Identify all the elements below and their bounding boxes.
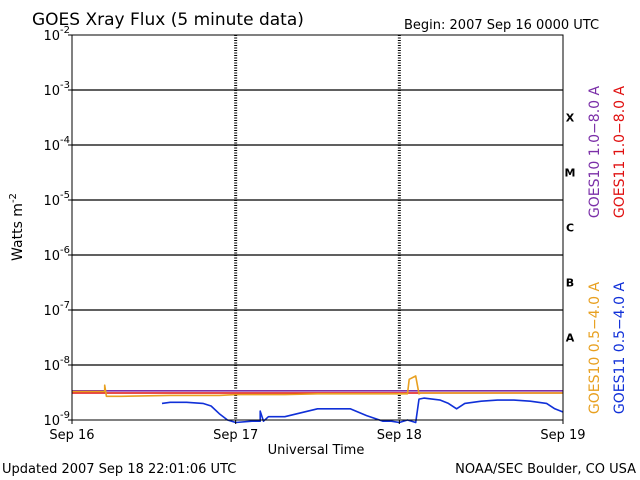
y-tick-exponent: -9 <box>60 410 70 421</box>
y-tick-label: 10-6 <box>43 245 70 264</box>
y-tick-base: 10 <box>43 29 60 44</box>
y-tick-exponent: -5 <box>60 190 70 201</box>
y-tick-exponent: -7 <box>60 300 70 311</box>
flare-class-label: B <box>566 277 574 290</box>
x-tick-label: Sep 16 <box>49 428 94 443</box>
y-axis-label-exponent: -2 <box>8 193 19 203</box>
updated-label: Updated 2007 Sep 18 22:01:06 UTC <box>2 462 236 477</box>
x-tick-label: Sep 18 <box>377 428 422 443</box>
legend-entry: GOES11 0.5−4.0 A <box>612 282 628 415</box>
y-tick-label: 10-4 <box>43 135 70 154</box>
x-axis-label: Universal Time <box>268 443 365 458</box>
plot-grid <box>72 35 563 420</box>
y-tick-base: 10 <box>43 304 60 319</box>
y-axis-label-text: Watts m <box>10 203 26 261</box>
legend: GOES10 1.0−8.0 A GOES11 1.0−8.0 A GOES10 0… <box>587 86 628 415</box>
flare-class-label: X <box>566 112 575 125</box>
legend-entry: GOES10 0.5−4.0 A <box>587 282 603 415</box>
y-tick-base: 10 <box>43 249 60 264</box>
y-tick-exponent: -3 <box>60 80 70 91</box>
flare-class-label: M <box>565 167 576 180</box>
y-tick-label: 10-8 <box>43 355 70 374</box>
series-layer <box>72 375 564 424</box>
begin-label: Begin: 2007 Sep 16 0000 UTC <box>404 18 599 33</box>
y-axis-label: Watts m-2 <box>8 193 26 261</box>
y-tick-label: 10-5 <box>43 190 70 209</box>
flare-class-label: C <box>566 222 574 235</box>
y-tick-exponent: -4 <box>60 135 70 146</box>
x-tick-label: Sep 19 <box>540 428 585 443</box>
y-tick-exponent: -6 <box>60 245 70 256</box>
chart-title: GOES Xray Flux (5 minute data) <box>32 10 304 30</box>
y-tick-exponent: -2 <box>60 25 70 36</box>
y-tick-label: 10-3 <box>43 80 70 99</box>
flare-class-labels: X M C B A <box>565 112 576 345</box>
y-tick-base: 10 <box>43 359 60 374</box>
y-tick-label: 10-7 <box>43 300 70 319</box>
x-axis: Sep 16 Sep 17 Sep 18 Sep 19 <box>49 420 586 443</box>
y-axis: 10-210-310-410-510-610-710-810-9 <box>43 25 72 429</box>
legend-entry: GOES11 1.0−8.0 A <box>612 86 628 219</box>
flare-class-label: A <box>566 332 575 345</box>
plot-frame <box>71 34 564 421</box>
y-tick-base: 10 <box>43 194 60 209</box>
y-tick-label: 10-2 <box>43 25 70 44</box>
credit-label: NOAA/SEC Boulder, CO USA <box>455 462 636 477</box>
y-tick-base: 10 <box>43 139 60 154</box>
y-tick-exponent: -8 <box>60 355 70 366</box>
y-tick-label: 10-9 <box>43 410 70 429</box>
legend-entry: GOES10 1.0−8.0 A <box>587 86 603 219</box>
y-tick-base: 10 <box>43 84 60 99</box>
x-tick-label: Sep 17 <box>213 428 258 443</box>
series-line-3 <box>72 375 563 398</box>
series-line-4 <box>161 397 564 424</box>
y-tick-base: 10 <box>43 414 60 429</box>
